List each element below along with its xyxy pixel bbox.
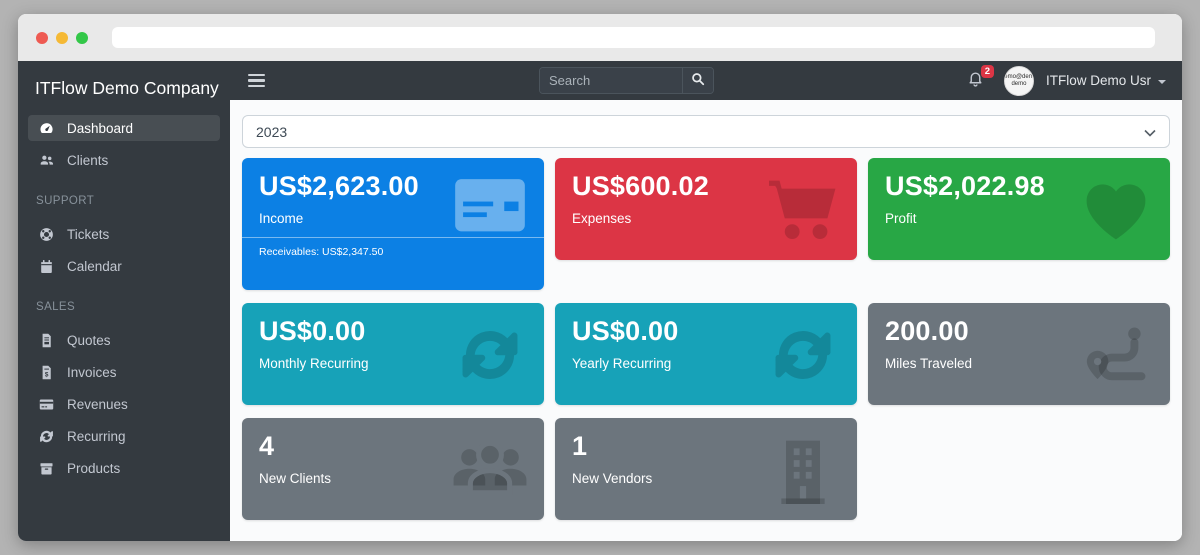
route-icon [1078,321,1154,389]
expenses-label: Expenses [572,211,632,227]
bell-icon [967,71,984,91]
caret-down-icon [1158,79,1166,84]
minimize-window-button[interactable] [56,31,68,44]
income-value: US$2,623.00 [259,171,419,201]
sidebar-item-calendar[interactable]: Calendar [28,253,220,279]
sidebar-item-label: Clients [67,152,109,168]
sidebar-item-label: Revenues [67,396,128,412]
new-clients-card[interactable]: 4 New Clients [242,418,544,520]
profit-card[interactable]: US$2,022.98 Profit [868,158,1170,260]
top-navbar: 2 demo@demo demo ITFlow Demo Usr [230,61,1182,100]
credit-card-icon [452,172,528,240]
life-ring-icon [36,225,56,243]
expenses-value: US$600.02 [572,171,709,201]
miles-traveled-card[interactable]: 200.00 Miles Traveled [868,303,1170,405]
monthly-recurring-value: US$0.00 [259,316,366,346]
sidebar-item-invoices[interactable]: $ Invoices [28,359,220,385]
yearly-recurring-value: US$0.00 [572,316,679,346]
sidebar-item-label: Recurring [67,428,126,444]
sync-icon [765,321,841,389]
sync-icon [452,321,528,389]
chevron-down-icon [1144,124,1156,140]
users-icon [36,151,56,169]
income-card[interactable]: US$2,623.00 Income Receivables: US$2,347… [242,158,544,290]
heart-icon [1078,176,1154,244]
search-group [539,67,714,94]
notifications-button[interactable]: 2 [967,64,994,92]
year-select-value: 2023 [256,123,288,140]
profit-value: US$2,022.98 [885,171,1045,201]
sidebar-item-tickets[interactable]: Tickets [28,221,220,247]
search-button[interactable] [682,68,713,93]
gauge-icon [36,119,56,137]
sidebar-toggle-button[interactable] [246,70,267,91]
sync-icon [36,427,56,445]
monthly-recurring-card[interactable]: US$0.00 Monthly Recurring [242,303,544,405]
new-clients-value: 4 [259,431,275,461]
box-icon [36,459,56,477]
miles-traveled-value: 200.00 [885,316,969,346]
maximize-window-button[interactable] [76,31,88,44]
sidebar-item-revenues[interactable]: Revenues [28,391,220,417]
sidebar-item-label: Quotes [67,332,111,348]
sidebar-item-label: Invoices [67,364,117,380]
users-icon [452,436,528,504]
new-vendors-card[interactable]: 1 New Vendors [555,418,857,520]
sidebar: ITFlow Demo Company Dashboard Clients SU… [18,61,230,541]
url-bar[interactable] [112,27,1155,48]
sidebar-item-label: Calendar [67,258,122,274]
income-label: Income [259,211,304,227]
file-invoice-icon [36,331,56,349]
company-brand[interactable]: ITFlow Demo Company [35,78,219,98]
income-receivables: Receivables: US$2,347.50 [259,246,384,259]
yearly-recurring-label: Yearly Recurring [572,356,672,372]
window-controls [36,31,88,44]
monthly-recurring-label: Monthly Recurring [259,356,369,372]
card-divider [242,237,544,239]
expenses-card[interactable]: US$600.02 Expenses [555,158,857,260]
search-input[interactable] [540,68,682,93]
search-icon [691,72,705,89]
user-name: ITFlow Demo Usr [1045,73,1151,88]
close-window-button[interactable] [36,31,48,44]
new-vendors-value: 1 [572,431,588,461]
dashboard-content: 2023 US$2,623.00 Income Receivables: US$… [230,100,1182,541]
yearly-recurring-card[interactable]: US$0.00 Yearly Recurring [555,303,857,405]
year-select[interactable]: 2023 [242,115,1170,148]
sidebar-item-quotes[interactable]: Quotes [28,327,220,353]
sidebar-item-dashboard[interactable]: Dashboard [28,115,220,141]
browser-window: ITFlow Demo Company Dashboard Clients SU… [18,14,1182,541]
sidebar-item-label: Dashboard [67,120,134,136]
notification-badge: 2 [980,64,994,78]
calendar-icon [36,257,56,275]
building-icon [765,436,841,504]
svg-text:$: $ [44,371,48,378]
sidebar-item-label: Products [67,460,121,476]
browser-chrome [18,14,1182,61]
sidebar-section-support: SUPPORT [36,195,95,207]
user-menu[interactable]: ITFlow Demo Usr [1046,73,1166,88]
file-invoice-dollar-icon: $ [36,363,56,381]
sidebar-item-label: Tickets [67,226,110,242]
shopping-cart-icon [765,176,841,244]
new-clients-label: New Clients [259,471,332,487]
sidebar-item-products[interactable]: Products [28,455,220,481]
user-avatar[interactable]: demo@demo demo [1003,65,1034,96]
new-vendors-label: New Vendors [572,471,653,487]
sidebar-section-sales: SALES [36,301,76,313]
sidebar-item-clients[interactable]: Clients [28,147,220,173]
credit-card-icon [36,395,56,413]
sidebar-item-recurring[interactable]: Recurring [28,423,220,449]
miles-traveled-label: Miles Traveled [885,356,973,372]
profit-label: Profit [885,211,917,227]
